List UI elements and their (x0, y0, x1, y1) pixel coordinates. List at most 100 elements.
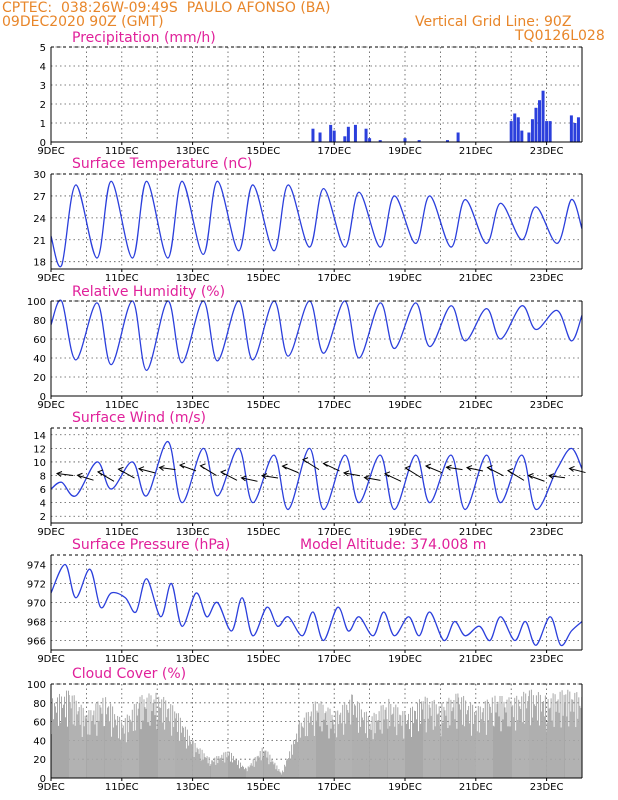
cloud-column (200, 760, 202, 778)
x-tick-label: 15DEC (247, 400, 281, 411)
cloud-column (428, 704, 430, 778)
cloud-column (331, 714, 333, 778)
cloud-column (528, 696, 530, 778)
cloud-column (268, 764, 270, 778)
cloud-column (517, 719, 519, 778)
cloud-column (128, 715, 130, 778)
cloud-column (557, 699, 559, 778)
x-tick-label: 9DEC (37, 782, 64, 793)
cloud-column (102, 697, 104, 778)
y-tick-label: 30 (33, 170, 46, 181)
cloud-column (458, 697, 460, 778)
cloud-column (138, 702, 140, 778)
cloud-column (171, 735, 173, 778)
cloud-column (73, 695, 75, 778)
cloud-column (433, 699, 435, 778)
cloud-column (298, 721, 300, 778)
cloud-column (539, 694, 541, 778)
cloud-column (81, 736, 83, 778)
y-tick-label: 1 (40, 119, 46, 130)
cloud-column (226, 757, 228, 778)
cloud-column (414, 710, 415, 778)
cloud-column (421, 701, 422, 778)
cloud-column (460, 709, 462, 778)
cloud-column (54, 702, 55, 778)
wind-arrow-shaft (364, 477, 381, 481)
cloud-column (304, 736, 306, 778)
cloud-column (436, 714, 438, 778)
cloud-column (89, 734, 91, 778)
cloud-column (242, 765, 243, 778)
y-tick-label: 974 (27, 561, 46, 572)
cloud-column (207, 763, 209, 778)
cloud-column (506, 699, 508, 778)
cloud-column (68, 695, 70, 778)
cloud-column (463, 695, 465, 778)
cloud-column (413, 723, 414, 778)
precip-bar (520, 130, 524, 142)
cloud-column (143, 699, 145, 778)
cloud-column (139, 696, 141, 778)
cloud-column (228, 755, 229, 778)
cloud-column (341, 723, 343, 778)
cloud-column (107, 707, 109, 778)
cloud-column (564, 702, 566, 778)
header-code: TQ0126L028 (515, 28, 605, 44)
panel-title: Surface Wind (m/s) (72, 410, 206, 426)
cloud-column (275, 769, 277, 778)
cloud-column (122, 725, 124, 778)
cloud-column (419, 699, 420, 778)
wind-arrow-head (363, 475, 370, 481)
cloud-column (78, 707, 80, 778)
series-line (50, 563, 583, 647)
precip-bar (541, 90, 545, 142)
cloud-column (467, 710, 469, 778)
cloud-column (375, 714, 377, 778)
y-tick-label: 12 (33, 444, 46, 455)
cloud-column (271, 759, 273, 778)
cloud-column (104, 726, 106, 778)
y-tick-label: 14 (33, 431, 46, 442)
cloud-column (110, 703, 112, 778)
cloud-column (196, 747, 198, 778)
precip-bar (417, 140, 421, 142)
wind-arrow-head (506, 468, 514, 474)
cloud-column (519, 706, 521, 778)
cloud-column (481, 712, 483, 778)
precip-bar (456, 132, 460, 142)
x-tick-label: 23DEC (530, 527, 564, 538)
cloud-column (284, 764, 286, 778)
cloud-column (538, 725, 540, 778)
cloud-column (108, 706, 110, 778)
y-tick-label: 6 (40, 485, 46, 496)
cloud-column (181, 726, 183, 778)
cloud-column (120, 739, 122, 778)
cloud-column (183, 737, 185, 778)
cloud-column (537, 692, 539, 778)
cloud-column (427, 718, 429, 778)
x-tick-label: 17DEC (317, 654, 351, 665)
wind-arrow-head (199, 463, 206, 470)
cloud-column (135, 703, 137, 778)
cloud-column (405, 714, 406, 778)
cloud-column (447, 728, 449, 778)
cloud-column (357, 732, 359, 778)
cloud-column (212, 760, 214, 778)
cloud-column (117, 715, 119, 778)
cloud-column (174, 718, 176, 778)
precip-bar (353, 124, 357, 142)
cloud-column (95, 703, 97, 778)
cloud-column (514, 697, 516, 778)
wind-arrow-shaft (569, 467, 586, 474)
x-tick-label: 23DEC (530, 400, 564, 411)
y-tick-label: 970 (27, 599, 46, 610)
cloud-column (366, 737, 368, 778)
y-tick-label: 0 (40, 138, 46, 149)
wind-arrow-shaft (323, 462, 340, 472)
cloud-column (371, 716, 373, 778)
cloud-column (141, 695, 143, 778)
cloud-column (515, 730, 517, 778)
cloud-column (348, 712, 350, 778)
cloud-column (350, 724, 352, 778)
header-org-location: CPTEC: 038:26W-09:49S PAULO AFONSO (BA) (2, 0, 331, 16)
